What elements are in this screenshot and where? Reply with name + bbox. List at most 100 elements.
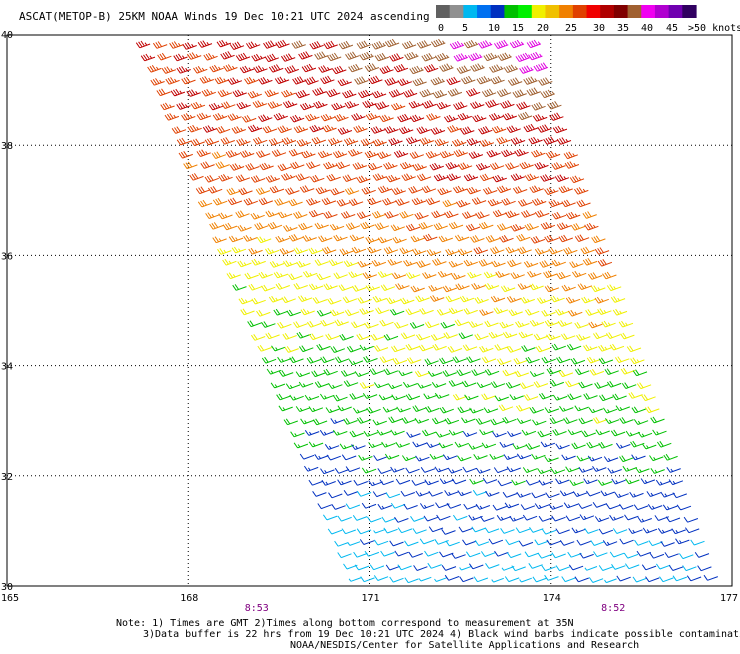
wind-barb <box>505 246 520 254</box>
wind-barb <box>282 333 297 340</box>
wind-barb <box>572 491 588 497</box>
wind-barb <box>220 51 235 60</box>
wind-barb <box>361 187 376 195</box>
wind-barb <box>551 162 566 170</box>
wind-barb <box>390 224 405 232</box>
wind-barb <box>265 210 280 218</box>
wind-barb <box>496 88 512 97</box>
wind-barb <box>463 503 478 510</box>
wind-barb <box>333 272 348 279</box>
wind-barb <box>425 406 440 413</box>
wind-barb <box>476 76 491 85</box>
wind-barb <box>548 247 563 255</box>
legend-swatch <box>449 5 464 18</box>
wind-barb <box>598 357 614 365</box>
wind-barb <box>278 405 293 412</box>
wind-barb <box>311 370 326 378</box>
wind-barb <box>559 540 575 546</box>
wind-barb <box>531 453 546 460</box>
wind-barb <box>356 333 371 341</box>
wind-barb <box>448 260 463 268</box>
wind-barb <box>440 321 455 329</box>
wind-barb <box>384 126 399 134</box>
wind-barb <box>387 259 402 266</box>
legend-tick-label: 5 <box>462 23 468 34</box>
wind-barb <box>382 197 397 206</box>
wind-barb <box>445 295 460 303</box>
wind-barb <box>694 552 710 558</box>
wind-barb <box>398 126 414 135</box>
wind-barb <box>365 112 381 121</box>
wind-barb <box>360 221 375 230</box>
wind-barb <box>439 150 455 159</box>
wind-barb <box>428 285 443 292</box>
wind-barb <box>402 381 418 388</box>
wind-barb <box>488 538 504 545</box>
wind-barb <box>382 406 398 413</box>
wind-barb <box>531 102 546 111</box>
wind-barb <box>360 576 375 583</box>
wind-barb <box>472 489 488 496</box>
wind-barb <box>570 357 586 365</box>
wind-barb <box>324 444 340 450</box>
wind-barb <box>412 528 427 534</box>
wind-barb <box>305 198 321 206</box>
wind-barb <box>523 76 538 85</box>
wind-barb <box>263 40 278 49</box>
wind-barb <box>618 320 634 328</box>
wind-barb <box>293 211 308 219</box>
wind-barb <box>544 234 559 243</box>
wind-barb <box>169 41 184 49</box>
wind-barb <box>519 65 534 74</box>
wind-barb <box>401 40 417 50</box>
wind-barb <box>573 187 589 195</box>
wind-barb <box>563 502 579 509</box>
wind-barb <box>336 199 351 207</box>
wind-barb <box>471 283 486 290</box>
wind-barb <box>356 211 372 219</box>
wind-barb <box>485 235 500 243</box>
wind-barb <box>483 52 498 62</box>
wind-barb <box>390 102 406 111</box>
wind-barb <box>637 431 653 438</box>
wind-barb <box>625 430 641 437</box>
wind-barbs <box>135 38 718 584</box>
wind-barb <box>494 395 509 402</box>
wind-barb <box>504 502 520 509</box>
wind-barb <box>299 185 315 193</box>
wind-barb <box>380 550 395 557</box>
grid-lines <box>7 35 732 586</box>
wind-barb <box>244 272 259 280</box>
wind-barb <box>338 40 354 50</box>
wind-barb <box>209 64 224 73</box>
wind-barb <box>505 210 520 219</box>
wind-barb <box>538 479 553 486</box>
wind-barb <box>514 370 529 378</box>
wind-barb <box>442 199 457 208</box>
wind-barb <box>576 334 591 341</box>
wind-barb <box>428 490 443 497</box>
wind-barb <box>410 516 425 522</box>
wind-barb <box>229 41 245 50</box>
wind-barb <box>344 309 360 317</box>
wind-barb <box>576 199 591 208</box>
wind-barb <box>319 429 335 436</box>
wind-barb <box>686 575 702 582</box>
wind-barb <box>606 380 622 388</box>
wind-barb <box>418 576 432 582</box>
wind-barb <box>245 163 260 171</box>
wind-barb <box>491 577 504 583</box>
wind-barb <box>395 441 410 448</box>
wind-barb <box>521 345 536 352</box>
wind-barb <box>377 185 393 194</box>
wind-barb <box>284 65 299 74</box>
wind-barb <box>556 356 571 364</box>
wind-barb <box>507 431 522 437</box>
wind-barb <box>468 563 484 570</box>
wind-barb <box>457 248 473 256</box>
wind-barb <box>424 358 439 366</box>
wind-barb <box>597 480 613 486</box>
wind-barb <box>622 465 637 472</box>
wind-barb <box>580 246 595 255</box>
